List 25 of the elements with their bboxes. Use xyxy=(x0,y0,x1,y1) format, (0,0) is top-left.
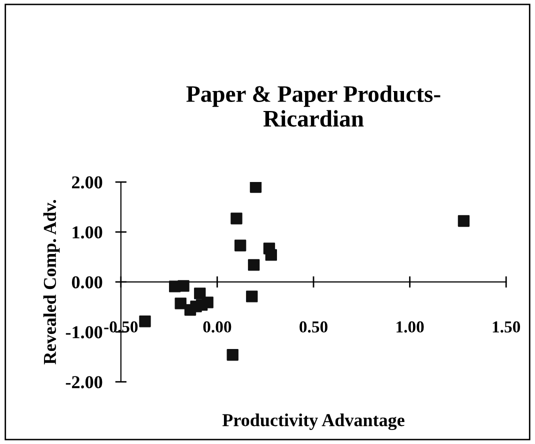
point xyxy=(196,299,208,311)
y-tick-label: -2.00 xyxy=(66,376,102,388)
point xyxy=(458,215,470,227)
point xyxy=(248,259,260,271)
point xyxy=(250,182,262,193)
point xyxy=(265,249,277,261)
x-tick-label: 1.00 xyxy=(396,321,424,333)
y-tick-label: -1.00 xyxy=(66,326,102,338)
x-tick-label: 0.00 xyxy=(203,321,232,333)
chart-title: Paper & Paper Products- Ricardian xyxy=(186,85,440,127)
point xyxy=(246,290,258,302)
point xyxy=(174,298,186,310)
point xyxy=(139,316,151,328)
point xyxy=(178,280,190,292)
point xyxy=(230,212,242,224)
x-tick-label: 0.50 xyxy=(300,321,328,333)
point xyxy=(234,240,246,252)
y-tick-label: 0.00 xyxy=(72,276,102,288)
y-tick-label: 1.00 xyxy=(72,226,102,239)
y-tick-label: 2.00 xyxy=(72,176,102,189)
x-tick-label: 1.50 xyxy=(492,321,520,333)
y-axis-title: Revealed Comp. Adv. xyxy=(43,200,60,364)
x-axis-title: Productivity Advantage xyxy=(222,414,404,430)
point xyxy=(226,349,238,361)
point xyxy=(194,288,206,300)
